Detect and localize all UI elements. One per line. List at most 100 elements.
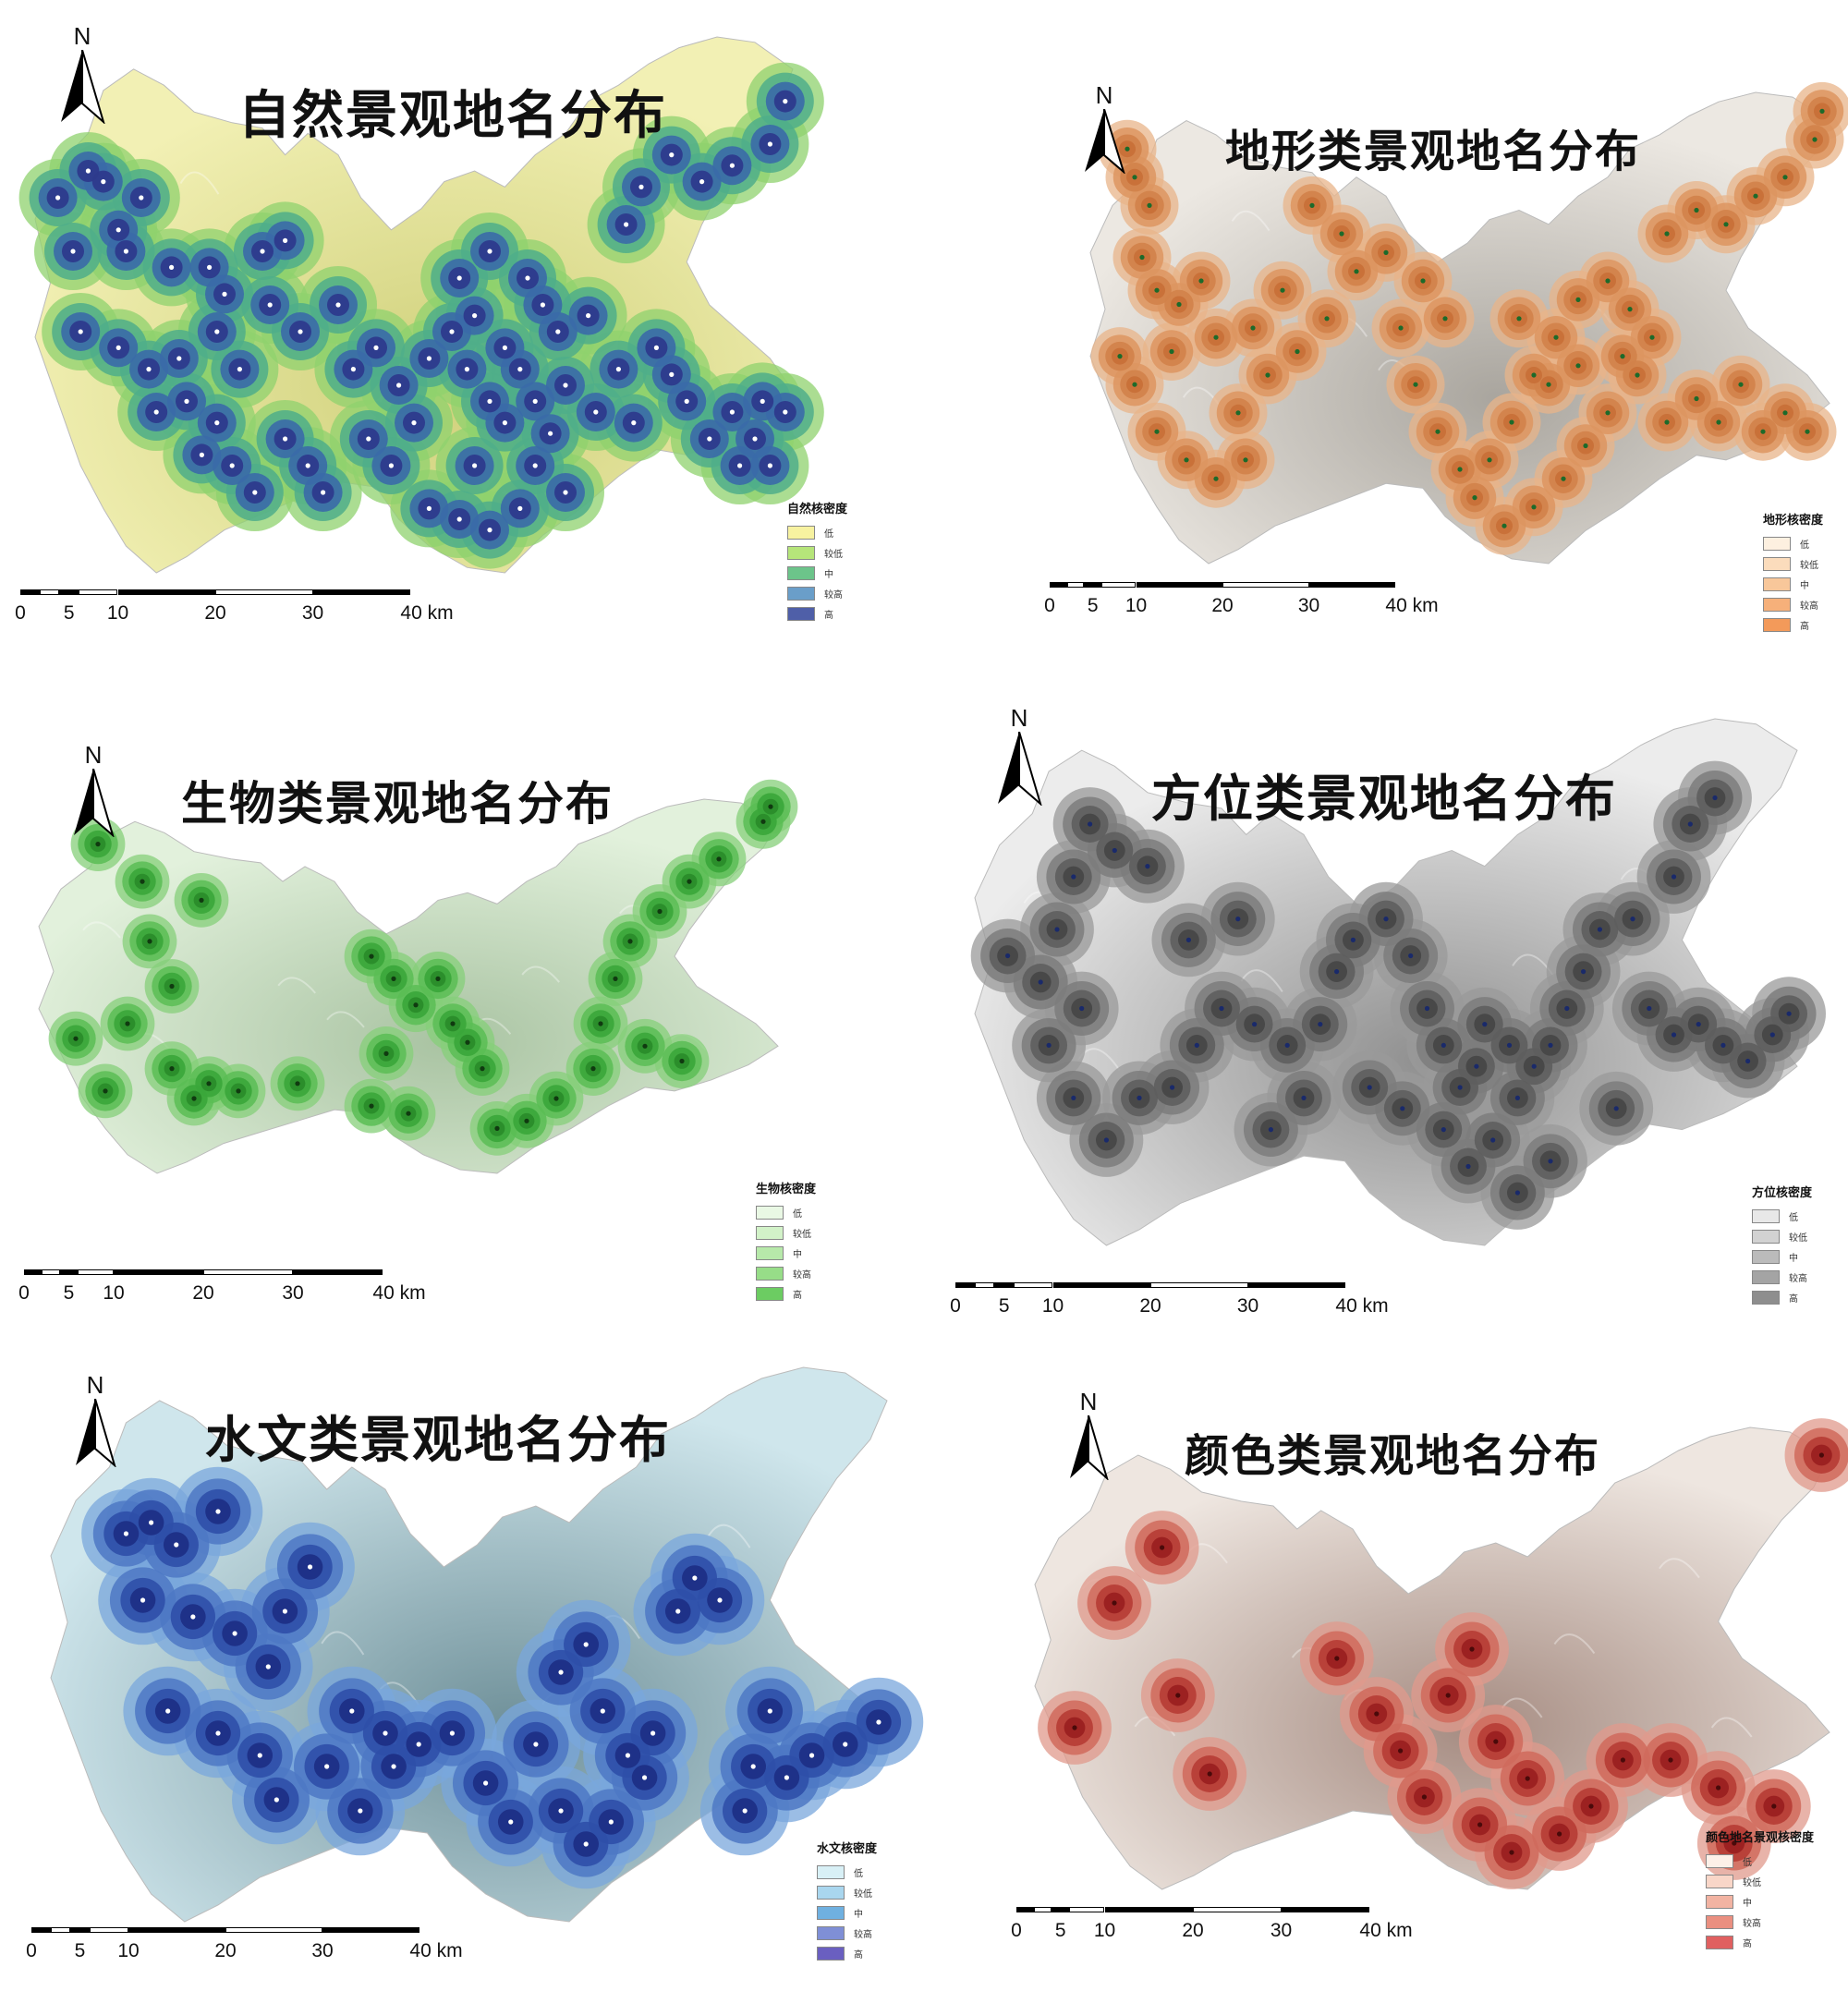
place-name-point <box>391 1764 396 1769</box>
place-name-point <box>1213 476 1219 481</box>
legend-label: 较高 <box>793 1269 811 1281</box>
place-name-point <box>767 1708 772 1714</box>
place-name-point <box>525 275 530 281</box>
place-name-point <box>716 856 722 862</box>
place-name-point <box>1732 1840 1737 1846</box>
place-name-point <box>1112 1600 1117 1606</box>
legend-swatch <box>1752 1229 1780 1244</box>
place-name-point <box>1696 1022 1701 1027</box>
scale-bar: 0 5 10 20 30 40 km <box>1011 1907 1413 1953</box>
place-name-point <box>1477 1822 1483 1827</box>
legend-swatch <box>787 565 815 580</box>
place-name-point <box>1469 1646 1475 1652</box>
legend-label: 较低 <box>793 1229 811 1240</box>
place-name-point <box>1398 1748 1404 1754</box>
place-name-point <box>1383 917 1389 922</box>
scale-tick-label: 0 <box>950 1295 961 1317</box>
panel-color: 颜色类景观地名分布 N 0 5 10 20 30 40 km 颜色地名景观核密度低较低中较… <box>924 1330 1848 1991</box>
place-name-point <box>55 195 61 200</box>
place-name-point <box>1786 1011 1792 1016</box>
terrain-ridge <box>579 57 620 81</box>
place-name-point <box>1160 1545 1165 1550</box>
place-name-point <box>1198 278 1204 284</box>
scale-tick-label: 5 <box>998 1295 1010 1317</box>
scale-tick-label: 10 <box>117 1940 140 1961</box>
place-name-point <box>1583 443 1588 449</box>
terrain-ridge <box>430 113 469 137</box>
place-name-point <box>1125 146 1130 152</box>
scale-tick-label: 40 km <box>409 1940 463 1961</box>
place-name-point <box>388 463 394 468</box>
place-name-point <box>752 436 758 442</box>
place-name-point <box>298 329 303 334</box>
place-name-point <box>1605 410 1611 416</box>
scale-segment <box>1247 1282 1345 1288</box>
place-name-point <box>85 168 91 174</box>
legend-label: 中 <box>1800 580 1809 591</box>
legend-swatch <box>817 1864 845 1879</box>
legend: 水文核密度低较低中较高高 <box>817 1839 877 1963</box>
legend-label: 高 <box>854 1949 863 1961</box>
place-name-point <box>1170 1085 1175 1090</box>
place-name-point <box>1694 395 1699 402</box>
terrain-ridge <box>1768 231 1807 252</box>
place-name-point <box>729 409 736 415</box>
scale-tick-label: 5 <box>63 1282 75 1304</box>
place-name-point <box>169 1066 175 1072</box>
place-name-point <box>517 505 523 512</box>
place-name-point <box>1597 927 1602 932</box>
place-name-point <box>1400 1106 1405 1111</box>
place-name-point <box>1620 1757 1625 1763</box>
legend-swatch <box>756 1205 784 1220</box>
place-name-point <box>737 463 743 468</box>
legend-label: 较低 <box>1743 1877 1761 1888</box>
north-arrow: N <box>59 22 105 124</box>
place-name-point <box>184 398 189 404</box>
place-name-point <box>586 313 591 319</box>
scale-tick-label: 40 km <box>1385 595 1439 616</box>
place-name-point <box>1546 382 1551 387</box>
place-name-point <box>1334 969 1340 975</box>
place-name-point <box>553 1096 559 1101</box>
place-name-point <box>411 420 417 426</box>
panel-title: 水文类景观地名分布 <box>205 1411 671 1469</box>
place-name-point <box>1769 1032 1775 1038</box>
place-name-point <box>1374 1711 1380 1717</box>
legend-swatch <box>756 1225 784 1240</box>
legend-item: 较低 <box>1752 1226 1812 1246</box>
terrain-ridge <box>326 1011 365 1028</box>
place-name-point <box>1635 372 1640 378</box>
place-name-point <box>450 1021 456 1026</box>
place-name-point <box>274 1797 279 1803</box>
place-name-point <box>1442 316 1448 322</box>
scale-bar: 0 5 10 20 30 40 km <box>15 589 454 636</box>
place-name-point <box>487 528 492 533</box>
place-name-point <box>456 275 462 281</box>
terrain-ridge <box>1403 793 1446 817</box>
place-name-point <box>1457 1085 1463 1090</box>
place-name-point <box>1664 419 1670 425</box>
scale-segment <box>1034 1907 1052 1912</box>
scale-segment <box>1066 582 1085 588</box>
scale-segment <box>31 1927 51 1933</box>
legend-swatch <box>1752 1208 1780 1223</box>
place-name-point <box>1435 429 1441 434</box>
place-name-point <box>1812 137 1818 142</box>
place-name-point <box>283 436 288 442</box>
scale-tick-label: 30 <box>282 1282 304 1304</box>
place-name-point <box>1738 382 1744 387</box>
place-name-point <box>1252 1022 1258 1027</box>
place-name-point <box>125 1021 130 1026</box>
legend-item: 较高 <box>817 1923 877 1943</box>
place-name-point <box>642 1043 648 1049</box>
place-name-point <box>1647 1005 1652 1012</box>
place-name-point <box>613 976 618 981</box>
place-name-point <box>283 237 288 243</box>
place-name-point <box>1472 495 1477 501</box>
place-name-point <box>1531 1063 1537 1069</box>
scale-tick-label: 0 <box>15 602 26 624</box>
place-name-point <box>563 490 568 495</box>
legend-label: 低 <box>1789 1212 1798 1223</box>
place-name-point <box>1334 1656 1340 1661</box>
terrain-ridge <box>817 1531 861 1555</box>
